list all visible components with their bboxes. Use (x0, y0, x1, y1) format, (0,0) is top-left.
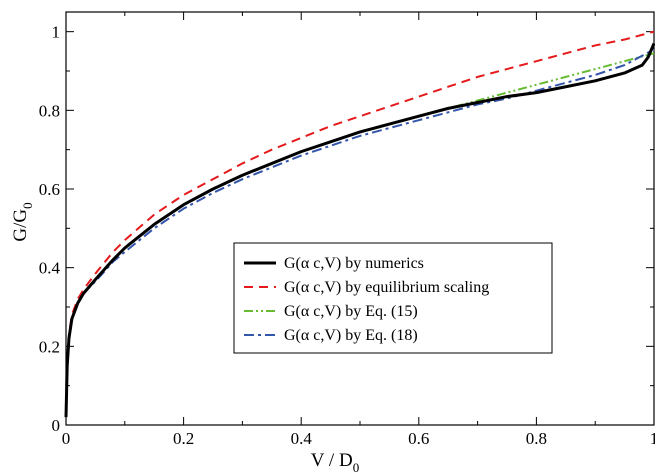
series-line-3 (65, 48, 655, 418)
legend-entry-label: G(α c,V) by numerics (284, 255, 424, 272)
y-axis-label-main: G/G (10, 209, 31, 242)
x-tick-label: 0.6 (408, 429, 429, 448)
y-axis-label: G/G0 (10, 202, 35, 241)
y-tick-label: 0.8 (39, 101, 60, 120)
x-tick-label: 0.8 (526, 429, 547, 448)
legend: G(α c,V) by numerics G(α c,V) by equilibr… (233, 242, 553, 354)
plot-frame (65, 11, 655, 426)
x-axis-label-main: V / D (311, 450, 353, 471)
series-line-1 (65, 30, 655, 418)
legend-box (233, 242, 553, 354)
x-tick-label: 1 (650, 429, 655, 448)
y-tick-label: 0.6 (39, 180, 60, 199)
x-axis-label-sub: 0 (353, 460, 360, 474)
x-tick-label: 0.2 (173, 429, 194, 448)
y-tick-label: 0 (52, 416, 61, 435)
series-line-2 (65, 52, 655, 418)
legend-entry-label: G(α c,V) by equilibrium scaling (284, 279, 489, 296)
axis-ticks (65, 12, 655, 426)
legend-entry-label: G(α c,V) by Eq. (15) (284, 303, 418, 320)
x-tick-label: 0.4 (291, 429, 313, 448)
y-tick-label: 0.4 (39, 259, 61, 278)
y-axis-label-sub: 0 (20, 202, 35, 209)
y-tick-label: 1 (52, 23, 61, 42)
legend-entry-label: G(α c,V) by Eq. (18) (284, 327, 418, 344)
series-line-0 (64, 42, 655, 418)
y-tick-label: 0.2 (39, 337, 60, 356)
x-tick-label: 0 (62, 429, 71, 448)
axis-tick-labels: 0 0.2 0.4 0.6 0.8 1 0 0.2 0.4 0.6 0.8 1 (39, 23, 655, 448)
series-layer (64, 30, 655, 418)
x-axis-label: V / D0 (311, 450, 359, 474)
